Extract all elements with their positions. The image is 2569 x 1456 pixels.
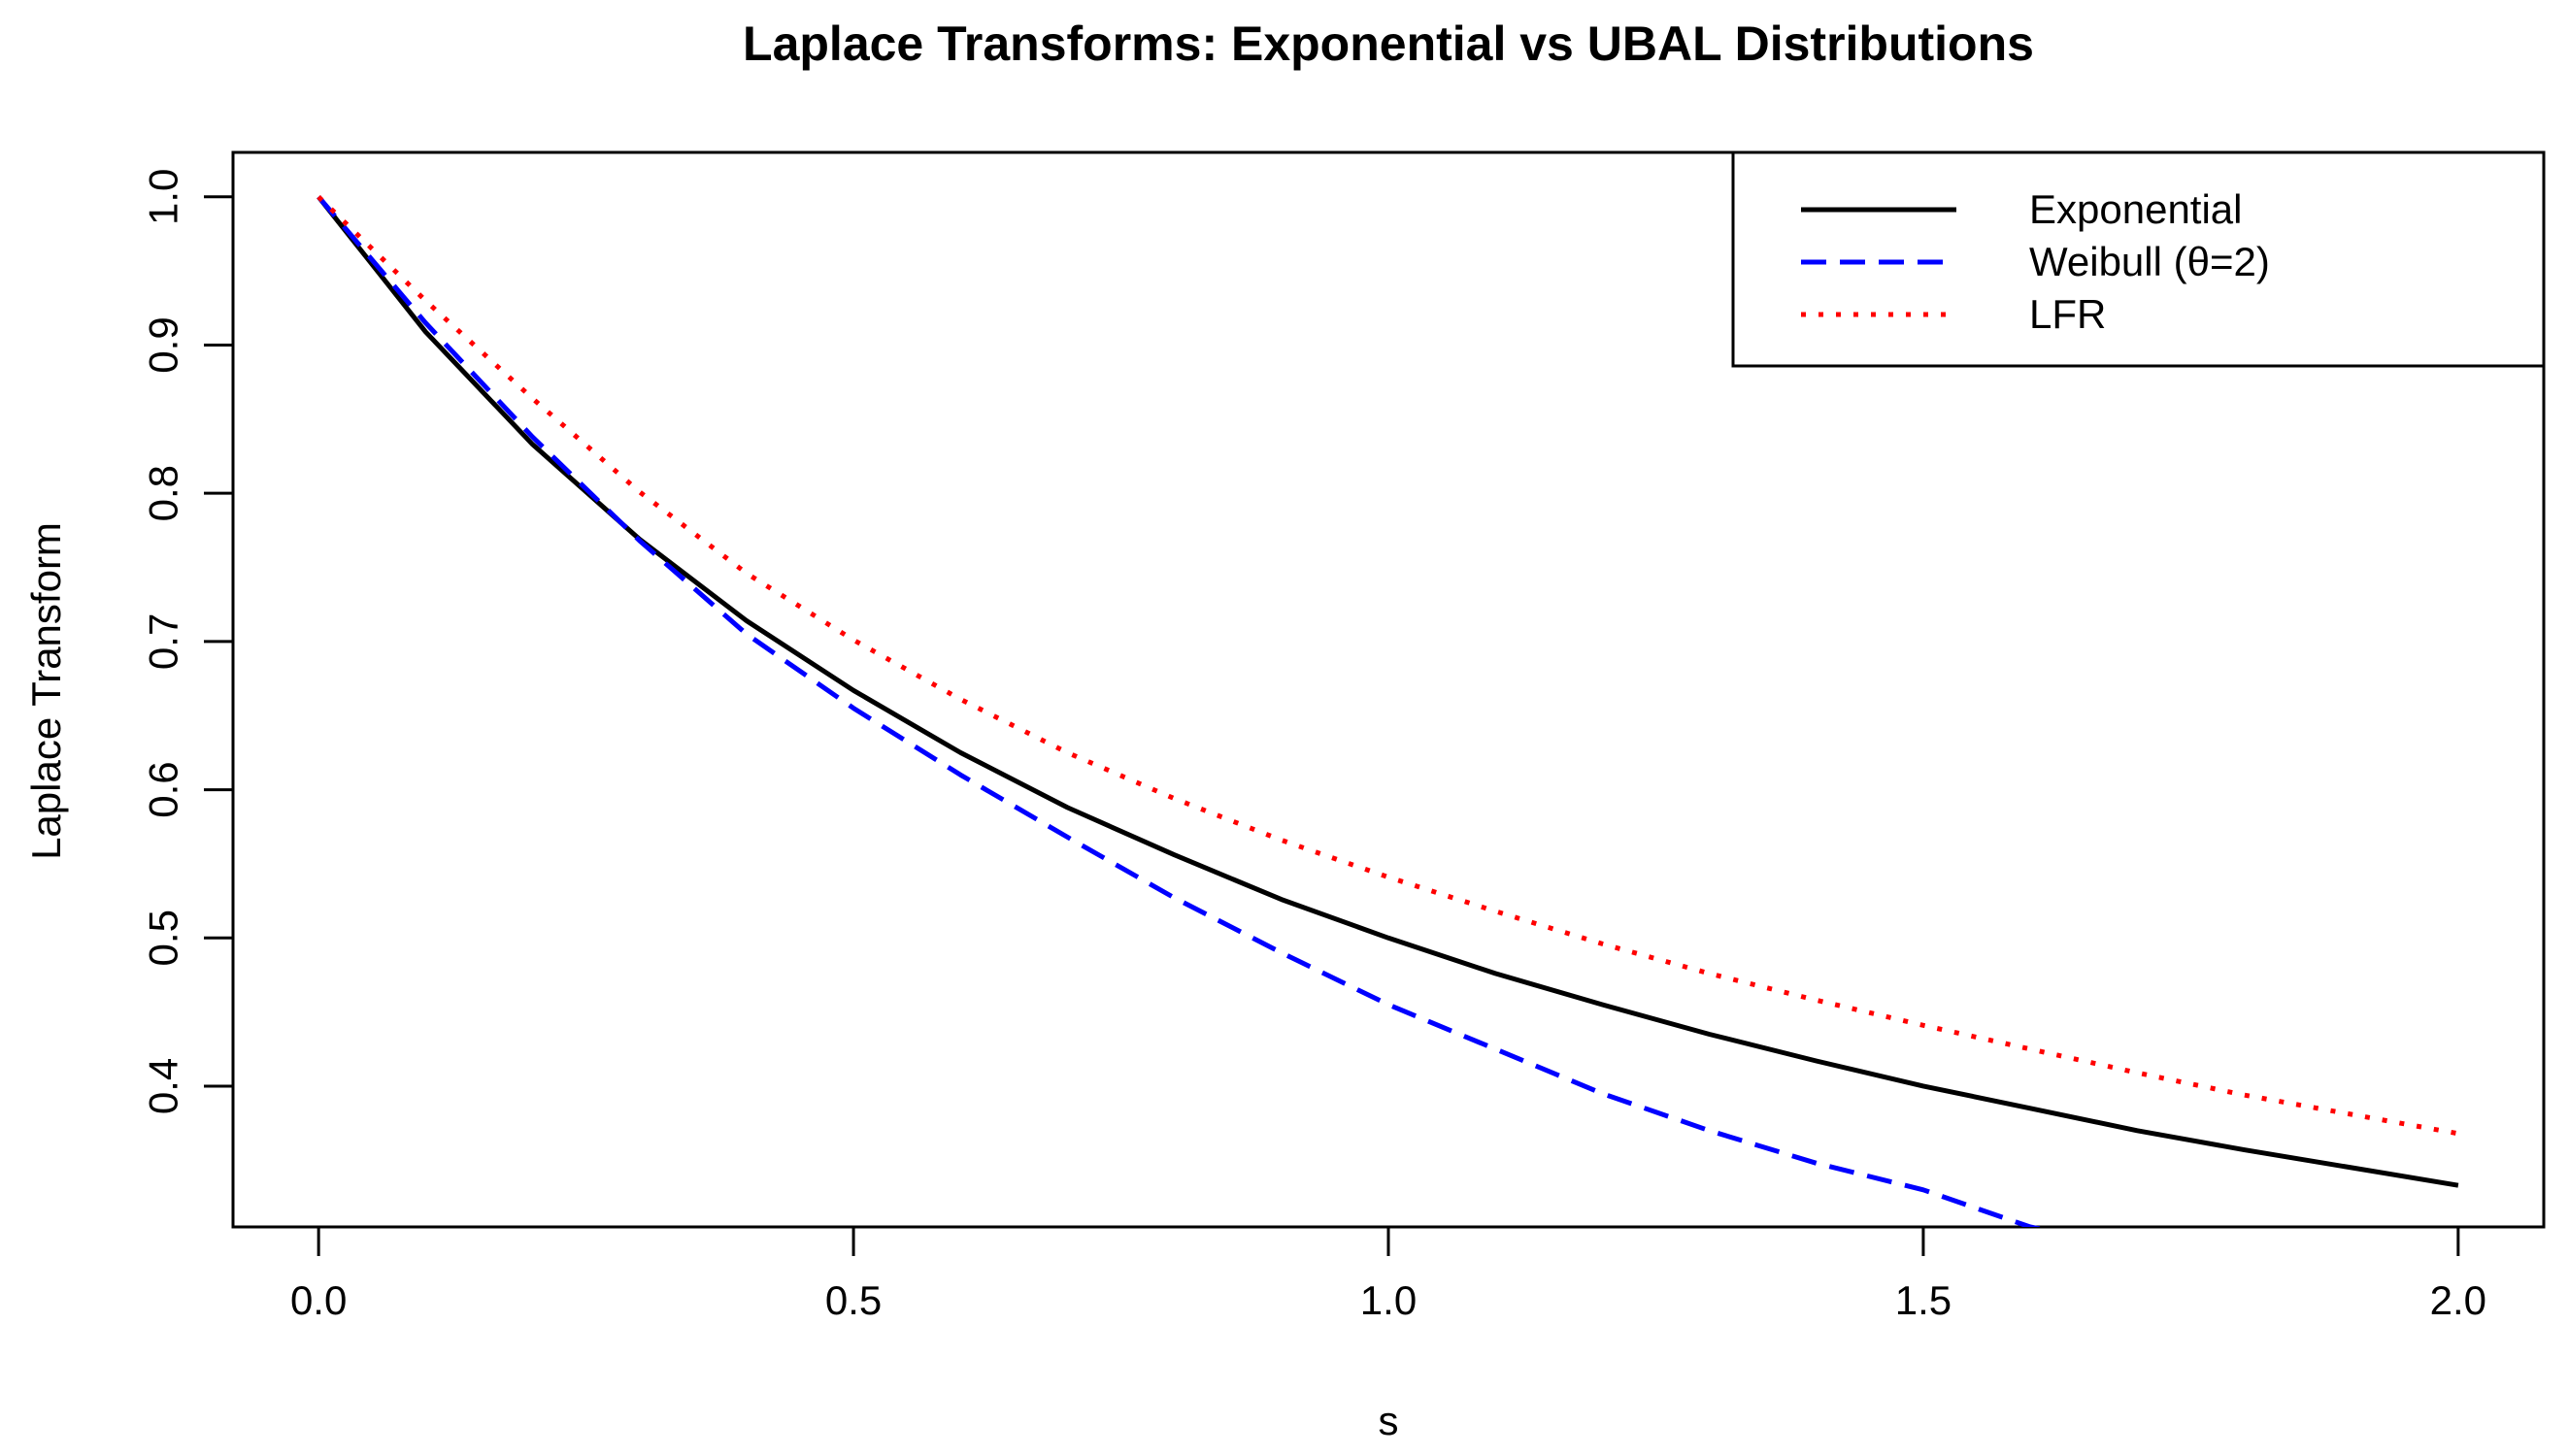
y-tick-label: 0.9	[141, 316, 186, 373]
x-tick-label: 0.5	[825, 1277, 882, 1323]
legend: Exponential Weibull (θ=2) LFR	[1731, 150, 2546, 368]
y-tick-label: 0.5	[141, 910, 186, 966]
x-tick-label: 1.0	[1360, 1277, 1417, 1323]
legend-box	[1731, 150, 2546, 368]
legend-label: Weibull (θ=2)	[2029, 239, 2270, 284]
chart-title: Laplace Transforms: Exponential vs UBAL …	[743, 17, 2034, 71]
x-tick-label: 2.0	[2430, 1277, 2486, 1323]
x-tick-label: 1.5	[1895, 1277, 1952, 1323]
series-line-weibull-2	[317, 195, 2043, 1227]
x-tick-label: 0.0	[290, 1277, 347, 1323]
y-tick-label: 0.7	[141, 613, 186, 670]
legend-label: LFR	[2029, 291, 2106, 337]
y-tick-label: 1.0	[141, 169, 186, 225]
legend-label: Exponential	[2029, 186, 2243, 232]
y-axis: 0.4 0.5 0.6 0.7 0.8 0.9 1.0	[141, 169, 235, 1114]
series-layer	[317, 195, 2459, 1227]
y-tick-label: 0.4	[141, 1058, 186, 1114]
x-axis: 0.0 0.5 1.0 1.5 2.0	[290, 1225, 2486, 1323]
y-tick-label: 0.6	[141, 761, 186, 817]
y-tick-label: 0.8	[141, 465, 186, 521]
series-line-exponential	[317, 195, 2459, 1188]
y-axis-label: Laplace Transform	[23, 522, 69, 860]
x-axis-label: s	[1379, 1398, 1399, 1443]
